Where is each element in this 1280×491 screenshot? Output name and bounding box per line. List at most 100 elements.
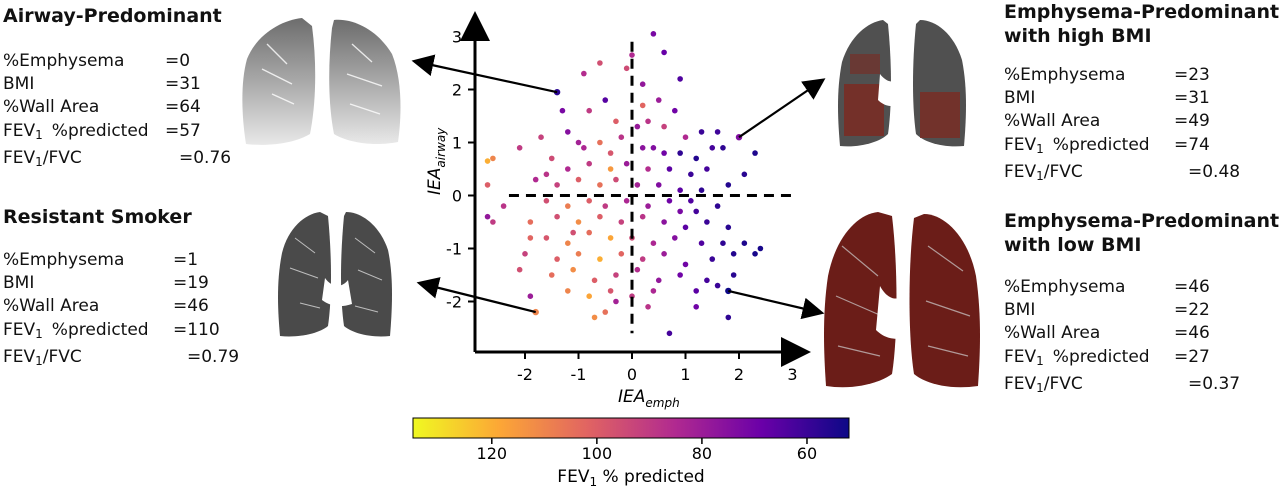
data-point bbox=[527, 219, 534, 225]
data-point bbox=[693, 288, 699, 294]
data-point bbox=[661, 123, 667, 130]
data-point bbox=[677, 272, 683, 278]
data-point bbox=[500, 203, 507, 209]
data-point bbox=[639, 145, 646, 151]
lung-ct-image-emph-high bbox=[838, 20, 966, 147]
stat-label: FEV1 %predicted bbox=[1004, 346, 1150, 368]
data-point bbox=[714, 282, 721, 289]
data-point bbox=[554, 213, 560, 220]
stat-label: BMI bbox=[3, 74, 35, 95]
stat-value: =23 bbox=[1174, 65, 1210, 85]
stat-value: =0.37 bbox=[1188, 373, 1241, 394]
data-point bbox=[570, 229, 576, 236]
y-tick-label: 3 bbox=[452, 28, 462, 47]
data-point bbox=[586, 229, 592, 236]
data-point bbox=[602, 97, 609, 103]
stats-emph-high: %Emphysema =23 BMI =31 %Wall Area =49 FEV1 %pre… bbox=[1004, 64, 1240, 188]
y-axis-label: IEAairway bbox=[425, 127, 448, 195]
stat-value: =46 bbox=[1174, 323, 1210, 344]
stat-row: BMI =22 bbox=[1004, 299, 1240, 322]
data-point bbox=[688, 171, 694, 178]
x-tick-label: 1 bbox=[680, 365, 690, 384]
data-point bbox=[586, 107, 592, 114]
colorbar-tick-label: 60 bbox=[797, 444, 817, 463]
stat-row: %Wall Area =46 bbox=[3, 295, 239, 318]
data-point bbox=[607, 235, 614, 241]
stat-label: FEV1/FVC bbox=[1004, 161, 1083, 183]
lung-ct-image-resistant bbox=[278, 212, 392, 337]
stat-label: BMI bbox=[1004, 300, 1036, 321]
stats-resistant: %Emphysema =1 BMI =19 %Wall Area =46 FEV1 %pred… bbox=[3, 249, 239, 373]
stat-label: %Wall Area bbox=[1004, 111, 1101, 132]
stat-row: FEV1/FVC =0.37 bbox=[1004, 373, 1240, 400]
stats-emph-low: %Emphysema =46 BMI =22 %Wall Area =46 FEV1 %pre… bbox=[1004, 276, 1240, 400]
stat-value: =1 bbox=[173, 250, 199, 270]
data-point bbox=[490, 155, 496, 162]
data-point bbox=[575, 176, 582, 183]
data-point bbox=[634, 123, 641, 130]
data-point bbox=[634, 266, 641, 273]
data-point bbox=[581, 70, 587, 77]
panel-title-line2: with low BMI bbox=[1004, 234, 1142, 256]
colorbar-tick-label: 100 bbox=[582, 444, 613, 463]
data-point bbox=[516, 145, 523, 151]
x-axis-label: IEAemph bbox=[618, 387, 680, 410]
data-point bbox=[698, 240, 705, 246]
stat-label: BMI bbox=[3, 273, 35, 294]
data-point bbox=[672, 107, 678, 114]
data-point bbox=[548, 272, 555, 278]
pointer-arrow bbox=[411, 54, 558, 94]
data-point bbox=[543, 198, 550, 204]
stat-value: =64 bbox=[165, 97, 201, 118]
x-tick-label: 0 bbox=[627, 365, 637, 384]
data-point bbox=[607, 150, 614, 156]
stat-value: =0.48 bbox=[1188, 161, 1241, 182]
data-point bbox=[655, 97, 662, 103]
stat-row: %Emphysema =46 bbox=[1004, 276, 1240, 299]
data-point bbox=[661, 49, 667, 56]
stat-value: =0 bbox=[165, 51, 191, 71]
pointer-arrow bbox=[416, 277, 536, 314]
highlighted-point bbox=[553, 88, 561, 96]
stat-value: =19 bbox=[173, 273, 209, 294]
data-point bbox=[565, 203, 571, 209]
stat-row: BMI =31 bbox=[3, 73, 231, 96]
x-tick-label: -2 bbox=[517, 365, 533, 384]
data-point bbox=[704, 219, 710, 225]
data-point bbox=[677, 76, 683, 82]
data-point bbox=[757, 245, 764, 252]
data-point bbox=[677, 208, 683, 215]
data-point bbox=[484, 213, 491, 220]
panel-resistant-smoker: Resistant Smoker bbox=[3, 205, 192, 229]
data-point bbox=[639, 81, 646, 87]
stat-label: FEV1 %predicted bbox=[3, 120, 149, 142]
data-point bbox=[639, 256, 646, 262]
stat-row: %Wall Area =49 bbox=[1004, 110, 1240, 133]
data-point bbox=[645, 304, 651, 310]
data-point bbox=[623, 198, 630, 204]
data-point bbox=[752, 150, 758, 156]
data-point bbox=[650, 145, 657, 151]
data-point bbox=[672, 235, 678, 241]
data-point bbox=[704, 277, 710, 284]
data-point bbox=[484, 182, 491, 188]
data-point bbox=[704, 166, 710, 172]
data-point bbox=[543, 235, 550, 241]
data-point bbox=[709, 145, 716, 151]
colorbar-tick-label: 120 bbox=[477, 444, 508, 463]
data-point bbox=[730, 251, 737, 257]
y-tick-label: -1 bbox=[446, 240, 462, 259]
data-point bbox=[666, 166, 673, 172]
panel-title: Airway-Predominant bbox=[3, 5, 222, 27]
data-point bbox=[565, 288, 571, 294]
data-point bbox=[655, 277, 662, 284]
data-point bbox=[629, 52, 635, 58]
data-point bbox=[720, 145, 726, 151]
data-point bbox=[548, 155, 555, 162]
data-point bbox=[607, 166, 614, 172]
data-point bbox=[597, 60, 603, 66]
x-tick-label: 3 bbox=[787, 365, 797, 384]
data-point bbox=[655, 182, 662, 188]
data-point bbox=[725, 182, 732, 188]
stat-value: =31 bbox=[165, 74, 201, 95]
